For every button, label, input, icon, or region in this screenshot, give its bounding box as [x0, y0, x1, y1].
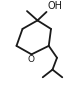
- Text: OH: OH: [47, 1, 62, 11]
- Text: O: O: [27, 55, 34, 64]
